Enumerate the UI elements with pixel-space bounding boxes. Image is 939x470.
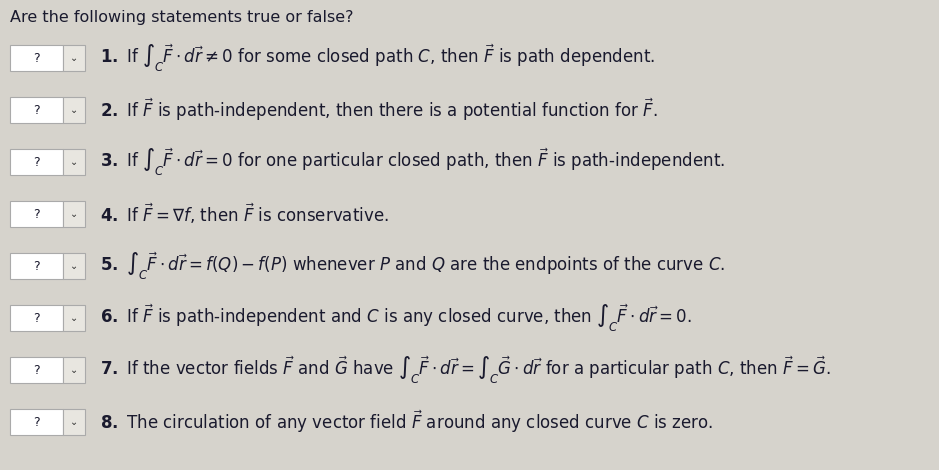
Text: $\mathbf{5.}\text{ }\int_C \vec{F} \cdot d\vec{r} = f(Q) - f(P)\text{ whenever }: $\mathbf{5.}\text{ }\int_C \vec{F} \cdot… bbox=[100, 250, 725, 282]
Text: ⌄: ⌄ bbox=[69, 157, 78, 167]
Text: ⌄: ⌄ bbox=[69, 313, 78, 323]
Text: ⌄: ⌄ bbox=[69, 209, 78, 219]
Text: ?: ? bbox=[33, 103, 39, 117]
Text: $\mathbf{6.}\text{ If }\vec{F}\text{ is path-independent and }C\text{ is any clo: $\mathbf{6.}\text{ If }\vec{F}\text{ is … bbox=[100, 302, 692, 334]
Text: $\mathbf{8.}\text{ The circulation of any vector field }\vec{F}\text{ around any: $\mathbf{8.}\text{ The circulation of an… bbox=[100, 409, 714, 435]
FancyBboxPatch shape bbox=[63, 357, 85, 383]
Text: ?: ? bbox=[33, 52, 39, 64]
FancyBboxPatch shape bbox=[63, 149, 85, 175]
Text: ?: ? bbox=[33, 415, 39, 429]
Text: ⌄: ⌄ bbox=[69, 365, 78, 375]
FancyBboxPatch shape bbox=[63, 305, 85, 331]
Text: ?: ? bbox=[33, 156, 39, 169]
Text: ⌄: ⌄ bbox=[69, 53, 78, 63]
Text: $\mathbf{3.}\text{ If }\int_C \vec{F} \cdot d\vec{r} = 0\text{ for one particula: $\mathbf{3.}\text{ If }\int_C \vec{F} \c… bbox=[100, 146, 725, 178]
Text: ⌄: ⌄ bbox=[69, 105, 78, 115]
FancyBboxPatch shape bbox=[63, 45, 85, 71]
FancyBboxPatch shape bbox=[10, 305, 63, 331]
Text: $\mathbf{4.}\text{ If }\vec{F} = \nabla f\text{, then }\vec{F}\text{ is conserva: $\mathbf{4.}\text{ If }\vec{F} = \nabla … bbox=[100, 202, 389, 226]
Text: ?: ? bbox=[33, 207, 39, 220]
Text: $\mathbf{7.}\text{ If the vector fields }\vec{F}\text{ and }\vec{G}\text{ have }: $\mathbf{7.}\text{ If the vector fields … bbox=[100, 354, 831, 386]
Text: ?: ? bbox=[33, 259, 39, 273]
FancyBboxPatch shape bbox=[10, 97, 63, 123]
FancyBboxPatch shape bbox=[10, 45, 63, 71]
FancyBboxPatch shape bbox=[63, 253, 85, 279]
FancyBboxPatch shape bbox=[63, 409, 85, 435]
Text: $\mathbf{1.}\text{ If }\int_C \vec{F} \cdot d\vec{r} \neq 0\text{ for some close: $\mathbf{1.}\text{ If }\int_C \vec{F} \c… bbox=[100, 42, 655, 74]
FancyBboxPatch shape bbox=[63, 201, 85, 227]
Text: Are the following statements true or false?: Are the following statements true or fal… bbox=[10, 10, 353, 25]
FancyBboxPatch shape bbox=[10, 409, 63, 435]
Text: ?: ? bbox=[33, 312, 39, 324]
Text: ⌄: ⌄ bbox=[69, 417, 78, 427]
FancyBboxPatch shape bbox=[10, 253, 63, 279]
Text: ⌄: ⌄ bbox=[69, 261, 78, 271]
FancyBboxPatch shape bbox=[10, 357, 63, 383]
FancyBboxPatch shape bbox=[10, 149, 63, 175]
FancyBboxPatch shape bbox=[10, 201, 63, 227]
Text: ?: ? bbox=[33, 363, 39, 376]
Text: $\mathbf{2.}\text{ If }\vec{F}\text{ is path-independent, then there is a potent: $\mathbf{2.}\text{ If }\vec{F}\text{ is … bbox=[100, 97, 657, 123]
FancyBboxPatch shape bbox=[63, 97, 85, 123]
